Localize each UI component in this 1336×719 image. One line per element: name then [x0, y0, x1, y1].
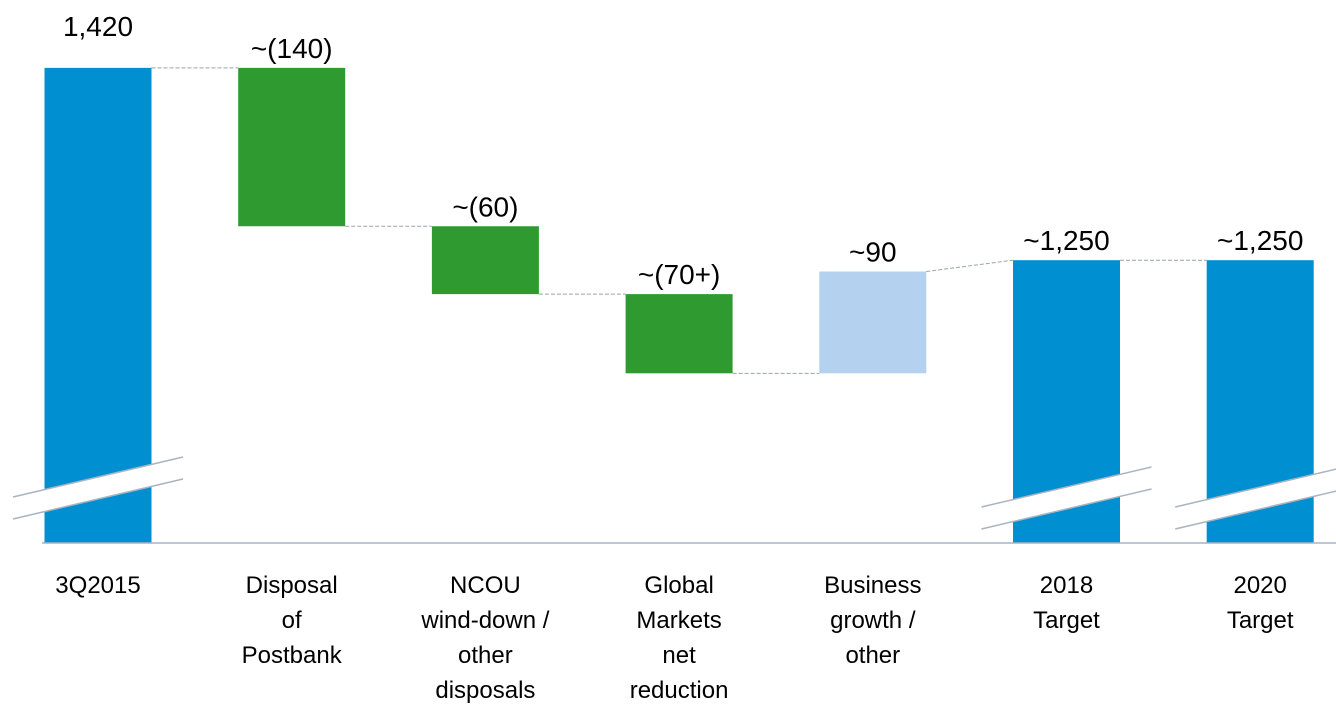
axis-break: [981, 467, 1152, 529]
bar: [238, 67, 346, 227]
axis-break: [13, 457, 183, 519]
axis-break-line: [981, 466, 1152, 508]
x-tick-label: NCOU wind-down / other disposals: [421, 572, 550, 704]
axis-break-line: [12, 456, 184, 498]
x-tick-label: Global Markets net reduction: [629, 572, 729, 704]
value-label: ~1,250: [1023, 225, 1109, 256]
axis-break: [1175, 469, 1336, 529]
x-tick-label: Business growth / other: [824, 572, 922, 669]
axis-break-line: [981, 488, 1152, 530]
bar: [625, 294, 733, 374]
value-label: ~(140): [251, 33, 333, 64]
x-tick-label: Disposal of Postbank: [241, 572, 342, 669]
value-label: ~(70+): [638, 259, 721, 290]
value-label: 1,420: [63, 11, 133, 42]
bar: [44, 67, 152, 543]
x-tick-label: 2018 Target: [1033, 572, 1100, 634]
axis-break-line: [1175, 490, 1336, 530]
axis-break-line: [1175, 468, 1336, 508]
x-tick-label: 2020 Target: [1226, 572, 1294, 634]
connector: [926, 259, 1014, 272]
value-label: ~(60): [452, 191, 518, 222]
value-label: ~90: [849, 237, 897, 268]
value-label: ~1,250: [1217, 225, 1303, 256]
bar: [431, 226, 539, 295]
bar: [819, 271, 927, 374]
x-tick-label: 3Q2015: [55, 572, 141, 599]
axis-break-line: [12, 478, 184, 520]
